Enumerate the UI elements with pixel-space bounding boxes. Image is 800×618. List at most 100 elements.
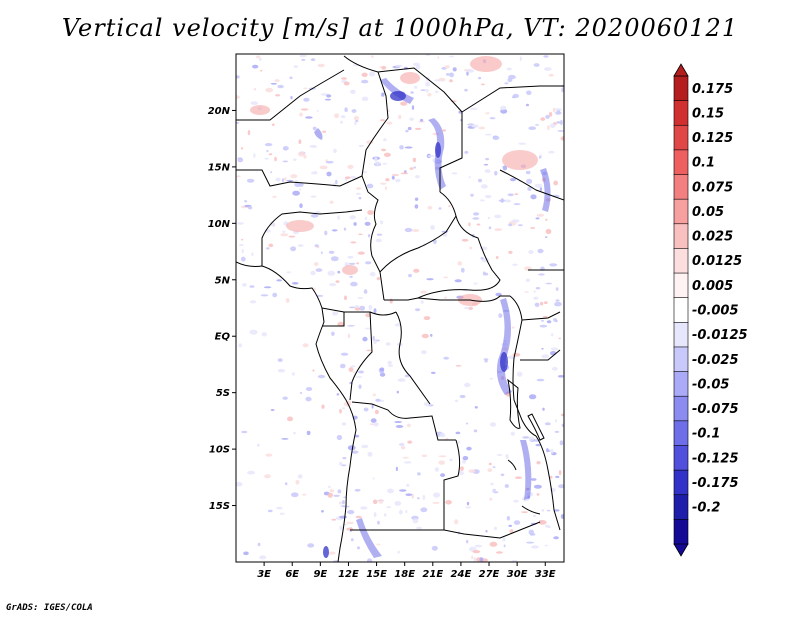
velocity-speckle [433, 492, 441, 498]
velocity-speckle [528, 126, 536, 130]
velocity-speckle [387, 364, 393, 367]
velocity-speckle [445, 73, 450, 76]
lon-tick-label: 30E [507, 569, 528, 580]
velocity-field [236, 54, 564, 562]
velocity-speckle [246, 178, 255, 183]
velocity-speckle [431, 545, 438, 551]
velocity-speckle [560, 413, 564, 417]
velocity-speckle [493, 526, 498, 531]
velocity-speckle [361, 72, 368, 78]
colorbar-segment [673, 371, 689, 397]
velocity-speckle [266, 149, 269, 153]
velocity-speckle [555, 475, 560, 479]
velocity-speckle [397, 378, 406, 382]
velocity-speckle [316, 110, 320, 112]
velocity-speckle [325, 160, 334, 164]
velocity-speckle [413, 166, 417, 169]
colorbar-segment [673, 75, 689, 102]
velocity-speckle [314, 262, 319, 266]
velocity-speckle [339, 515, 347, 519]
velocity-speckle [364, 221, 371, 226]
velocity-speckle [468, 176, 471, 179]
velocity-speckle [427, 154, 435, 158]
velocity-speckle [378, 498, 384, 504]
strong-negative-spots [323, 91, 508, 558]
velocity-speckle [354, 434, 360, 438]
velocity-speckle [464, 382, 471, 388]
velocity-speckle [526, 90, 532, 96]
velocity-speckle [316, 294, 324, 297]
velocity-speckle [455, 365, 462, 367]
velocity-speckle [259, 57, 262, 61]
velocity-speckle [237, 158, 244, 163]
velocity-speckle [491, 489, 495, 493]
velocity-speckle [432, 501, 440, 504]
velocity-speckle [464, 88, 468, 92]
velocity-speckle [485, 530, 488, 533]
velocity-speckle [277, 84, 284, 89]
velocity-speckle [315, 268, 323, 272]
colorbar-segment [673, 322, 689, 348]
velocity-speckle [459, 466, 464, 471]
velocity-speckle [342, 457, 347, 460]
velocity-speckle [312, 369, 315, 372]
velocity-speckle [391, 175, 395, 180]
velocity-speckle [355, 192, 362, 195]
velocity-speckle [469, 246, 473, 250]
velocity-speckle [484, 272, 489, 276]
map-frame [235, 53, 565, 563]
lon-tick-label: 21E [422, 569, 443, 580]
velocity-speckle [335, 179, 338, 185]
velocity-speckle [549, 487, 556, 493]
velocity-speckle [550, 448, 554, 454]
velocity-speckle [483, 163, 489, 166]
velocity-speckle [371, 403, 374, 409]
velocity-speckle [427, 93, 432, 97]
velocity-speckle [430, 333, 433, 337]
velocity-speckle [402, 456, 409, 459]
velocity-speckle [376, 277, 381, 281]
velocity-speckle [268, 243, 274, 248]
velocity-speckle [509, 529, 514, 533]
velocity-speckle [352, 371, 356, 373]
lat-tick-label: 10S [209, 445, 230, 456]
velocity-speckle [420, 89, 426, 91]
velocity-speckle [425, 88, 429, 93]
colorbar-bottom-arrow [673, 543, 689, 557]
velocity-speckle [292, 190, 300, 196]
velocity-speckle [375, 238, 382, 243]
lat-tick-label: 15S [209, 501, 230, 512]
velocity-speckle [301, 58, 306, 61]
velocity-speckle [489, 541, 498, 547]
velocity-speckle [344, 176, 351, 179]
velocity-speckle [502, 165, 508, 171]
velocity-speckle [508, 524, 513, 528]
velocity-speckle [340, 363, 346, 369]
velocity-speckle [473, 282, 478, 285]
velocity-speckle [337, 321, 345, 327]
velocity-speckle [538, 273, 545, 276]
velocity-speckle [290, 96, 293, 100]
velocity-speckle [300, 108, 309, 111]
velocity-speckle [373, 340, 377, 344]
velocity-speckle [363, 289, 368, 294]
velocity-speckle [498, 313, 503, 318]
velocity-speckle [483, 358, 489, 361]
velocity-speckle [293, 65, 299, 68]
colorbar-label: 0.175 [692, 82, 733, 97]
velocity-speckle [287, 416, 293, 422]
velocity-speckle [251, 252, 254, 256]
velocity-speckle [299, 392, 303, 394]
velocity-speckle [550, 347, 559, 351]
colorbar-segment [673, 198, 689, 225]
velocity-speckle [543, 301, 548, 304]
velocity-speckle [361, 79, 369, 84]
velocity-speckle [526, 541, 535, 544]
velocity-speckle [398, 114, 402, 120]
lon-tick-label: 12E [338, 569, 359, 580]
velocity-speckle [272, 123, 275, 126]
velocity-speckle [485, 194, 492, 199]
colorbar-segment [673, 395, 689, 422]
velocity-speckle [386, 121, 393, 125]
velocity-speckle [270, 409, 275, 411]
